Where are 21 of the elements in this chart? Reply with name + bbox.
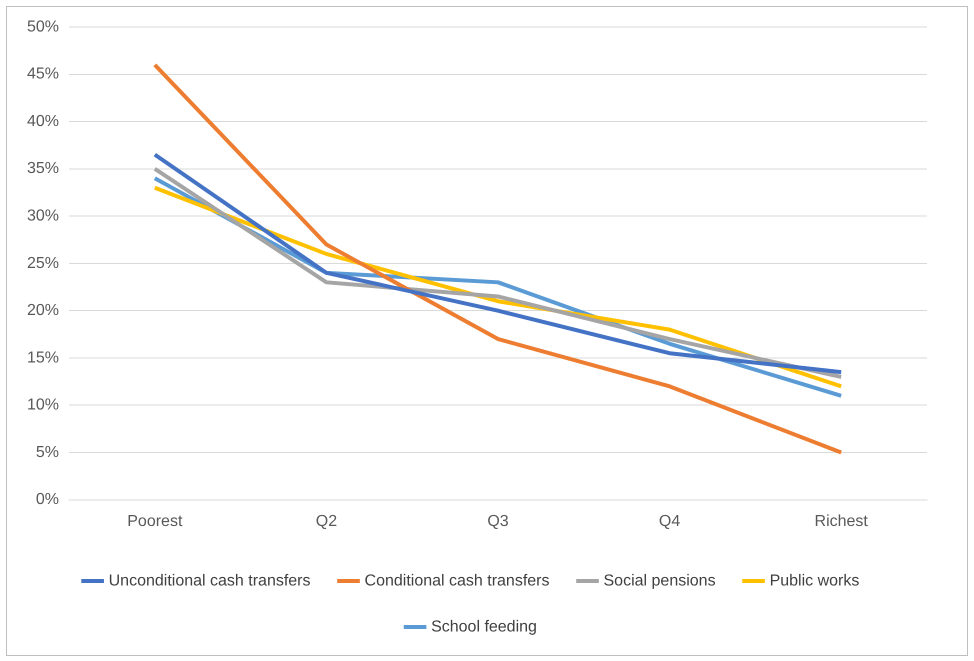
x-tick-label: Richest bbox=[814, 512, 868, 530]
y-tick-label: 25% bbox=[26, 254, 60, 272]
x-tick-label: Q4 bbox=[658, 512, 680, 530]
legend-label: Social pensions bbox=[603, 572, 716, 590]
y-tick-label: 10% bbox=[26, 396, 60, 414]
y-tick-label: 5% bbox=[36, 444, 60, 461]
x-tick-label: Poorest bbox=[127, 512, 183, 530]
y-tick-label: 50% bbox=[26, 18, 60, 36]
legend-label: Conditional cash transfers bbox=[364, 572, 550, 590]
legend-label: School feeding bbox=[431, 618, 537, 636]
y-tick-label: 35% bbox=[26, 160, 60, 178]
legend-label: Unconditional cash transfers bbox=[108, 572, 311, 590]
x-tick-label: Q3 bbox=[487, 512, 509, 530]
y-tick-label: 15% bbox=[26, 349, 60, 366]
y-tick-label: 20% bbox=[26, 302, 60, 320]
x-tick-label: Q2 bbox=[316, 512, 338, 530]
legend-label: Public works bbox=[770, 572, 860, 590]
y-tick-label: 0% bbox=[36, 491, 60, 508]
y-tick-label: 45% bbox=[26, 66, 60, 83]
y-tick-label: 30% bbox=[26, 208, 60, 225]
y-tick-label: 40% bbox=[26, 112, 60, 130]
